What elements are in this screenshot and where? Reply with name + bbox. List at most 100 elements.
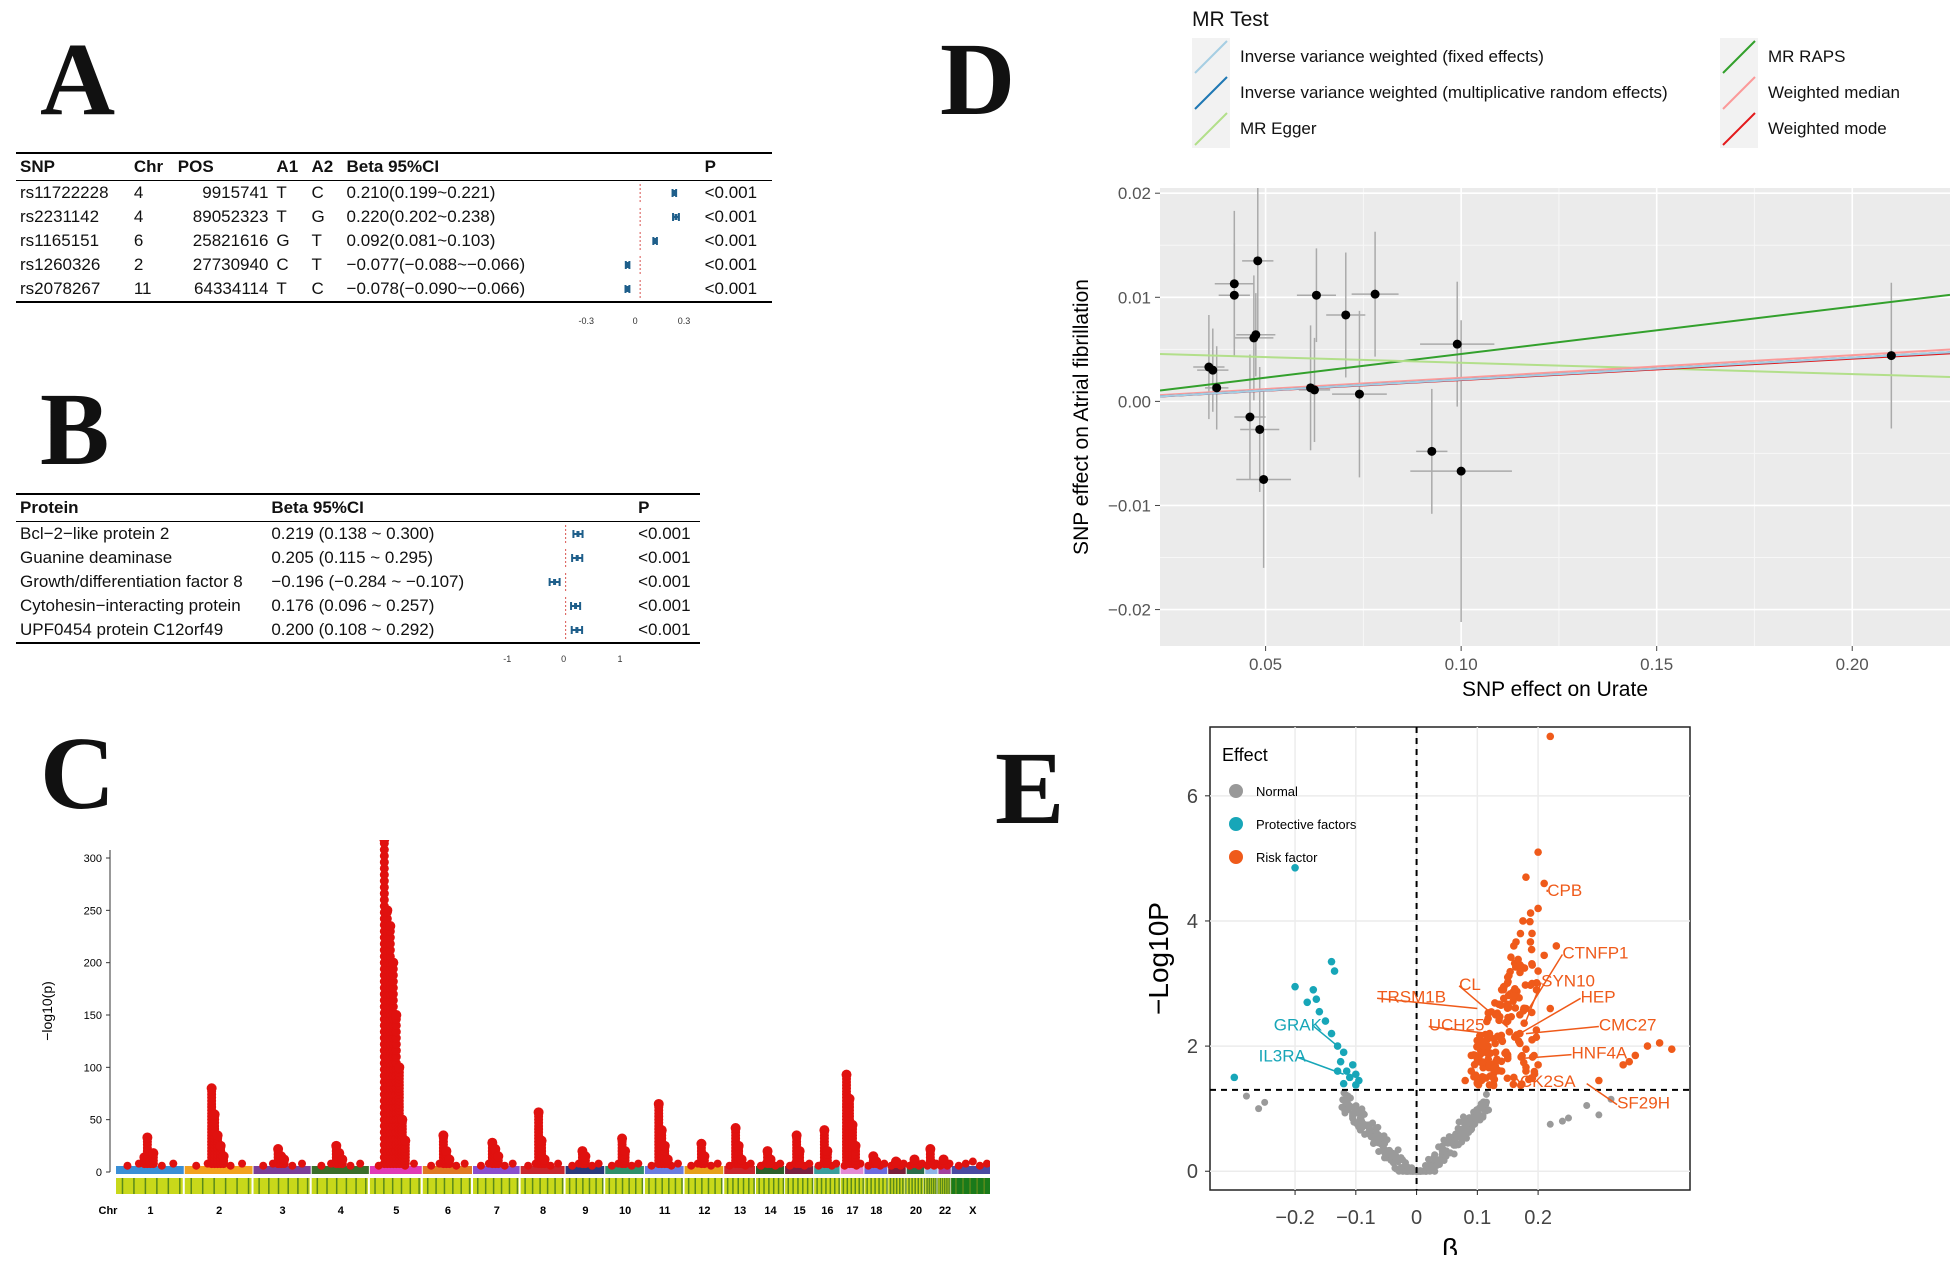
peak-point bbox=[737, 1154, 747, 1164]
density-tick bbox=[882, 1178, 884, 1194]
chr-tick-label: 8 bbox=[540, 1205, 546, 1217]
legend-line bbox=[1195, 41, 1227, 73]
legend-line bbox=[1723, 77, 1755, 109]
chr-tick-label: 3 bbox=[280, 1205, 286, 1217]
density-tick bbox=[931, 1178, 933, 1194]
density-tick bbox=[485, 1178, 487, 1194]
x-axis-label: β bbox=[1442, 1233, 1458, 1255]
snp-forest-table: SNP Chr POS A1 A2 Beta 95%CI P rs1172222… bbox=[16, 152, 772, 303]
legend-swatch bbox=[1720, 38, 1758, 76]
forest-axis-b: -1 0 1 bbox=[478, 650, 648, 670]
density-tick bbox=[773, 1178, 775, 1194]
table-header-row: Protein Beta 95%CI P bbox=[16, 494, 700, 522]
risk-point bbox=[1498, 986, 1506, 994]
axis-tick-label: 0 bbox=[633, 316, 638, 326]
y-tick-label: 200 bbox=[84, 958, 102, 970]
risk-point bbox=[1534, 848, 1542, 856]
peak-point bbox=[210, 1109, 220, 1119]
panel-label-a: A bbox=[40, 28, 115, 132]
protective-point bbox=[1337, 1058, 1345, 1066]
forest-cell bbox=[486, 618, 634, 643]
peak-point bbox=[213, 1130, 223, 1140]
forest-cell bbox=[563, 205, 701, 229]
x-tick-label: 0.2 bbox=[1524, 1207, 1552, 1229]
legend-label: Protective factors bbox=[1256, 817, 1357, 832]
peak-point bbox=[207, 1083, 217, 1093]
forest-cell bbox=[486, 522, 634, 547]
density-strip bbox=[685, 1178, 723, 1194]
protein-cell: Cytohesin−interacting protein bbox=[16, 594, 267, 618]
protective-point bbox=[1340, 1049, 1348, 1057]
density-tick bbox=[582, 1178, 584, 1194]
peak-point bbox=[391, 1010, 401, 1020]
x-tick-label: −0.1 bbox=[1336, 1207, 1375, 1229]
legend-item: MR RAPS bbox=[1720, 38, 1845, 76]
y-axis-label: −Log10P bbox=[1143, 902, 1174, 1015]
density-tick bbox=[708, 1178, 710, 1194]
density-tick bbox=[156, 1178, 158, 1194]
x-tick-label: −0.2 bbox=[1275, 1207, 1314, 1229]
forest-mark bbox=[567, 280, 697, 298]
snp-point bbox=[880, 1160, 888, 1168]
normal-point bbox=[1583, 1102, 1590, 1109]
density-tick bbox=[418, 1178, 420, 1194]
y-axis-label: SNP effect on Atrial fibrillation bbox=[1070, 279, 1093, 555]
density-tick bbox=[732, 1178, 734, 1194]
table-row: Cytohesin−interacting protein 0.176 (0.09… bbox=[16, 594, 700, 618]
risk-point bbox=[1504, 1074, 1512, 1082]
peak-point bbox=[537, 1136, 547, 1146]
normal-point bbox=[1361, 1111, 1368, 1118]
density-tick bbox=[469, 1178, 471, 1194]
y-tick-label: 2 bbox=[1187, 1036, 1198, 1058]
snp-cell: rs11722228 bbox=[16, 181, 130, 206]
protein-cell: Growth/differentiation factor 8 bbox=[16, 570, 267, 594]
risk-point bbox=[1511, 985, 1519, 993]
legend-marker bbox=[1229, 850, 1243, 864]
col-protein: Protein bbox=[16, 494, 267, 522]
density-strip bbox=[423, 1178, 471, 1194]
density-tick bbox=[825, 1178, 827, 1194]
density-tick bbox=[410, 1178, 412, 1194]
density-tick bbox=[758, 1178, 760, 1194]
snp-point bbox=[595, 1160, 603, 1168]
density-tick bbox=[955, 1178, 957, 1194]
snp-point bbox=[1312, 291, 1321, 300]
chr-tick-label: 4 bbox=[338, 1205, 345, 1217]
density-tick bbox=[236, 1178, 238, 1194]
p-cell: <0.001 bbox=[634, 546, 700, 570]
snp-point bbox=[461, 1160, 469, 1168]
snp-point bbox=[1310, 385, 1319, 394]
risk-point bbox=[1515, 1037, 1523, 1045]
density-tick bbox=[661, 1178, 663, 1194]
peak-point bbox=[819, 1125, 829, 1135]
beta-ci-cell: 0.176 (0.096 ~ 0.257) bbox=[267, 594, 486, 618]
peak-point bbox=[734, 1141, 744, 1151]
gene-label: TRSM1B bbox=[1377, 987, 1446, 1006]
col-forest bbox=[486, 494, 634, 522]
density-tick bbox=[899, 1178, 901, 1194]
peak-point bbox=[657, 1125, 667, 1135]
legend-key bbox=[1192, 38, 1230, 76]
density-tick bbox=[695, 1178, 697, 1194]
protective-point bbox=[1313, 995, 1321, 1003]
pos-cell: 25821616 bbox=[174, 229, 273, 253]
a1-cell: T bbox=[272, 205, 307, 229]
forest-mark bbox=[490, 549, 630, 567]
snp-point bbox=[776, 1160, 784, 1168]
risk-point bbox=[1484, 1015, 1492, 1023]
table-row: UPF0454 protein C12orf49 0.200 (0.108 ~ 0… bbox=[16, 618, 700, 643]
beta-point bbox=[672, 190, 675, 196]
gene-label: CTNFP1 bbox=[1562, 944, 1628, 963]
snp-point bbox=[356, 1160, 364, 1168]
x-tick-label: 0.05 bbox=[1249, 655, 1282, 674]
table-row: rs1260326 2 27730940 C T −0.077(−0.088~−0.066… bbox=[16, 253, 772, 277]
beta-ci-cell: 0.219 (0.138 ~ 0.300) bbox=[267, 522, 486, 547]
density-tick bbox=[924, 1178, 926, 1194]
snp-cell: rs2078267 bbox=[16, 277, 130, 302]
normal-point bbox=[1559, 1118, 1566, 1125]
density-tick bbox=[908, 1178, 910, 1194]
density-tick bbox=[278, 1178, 280, 1194]
y-tick-label: 6 bbox=[1187, 786, 1198, 808]
density-tick bbox=[874, 1178, 876, 1194]
density-tick bbox=[969, 1178, 971, 1194]
